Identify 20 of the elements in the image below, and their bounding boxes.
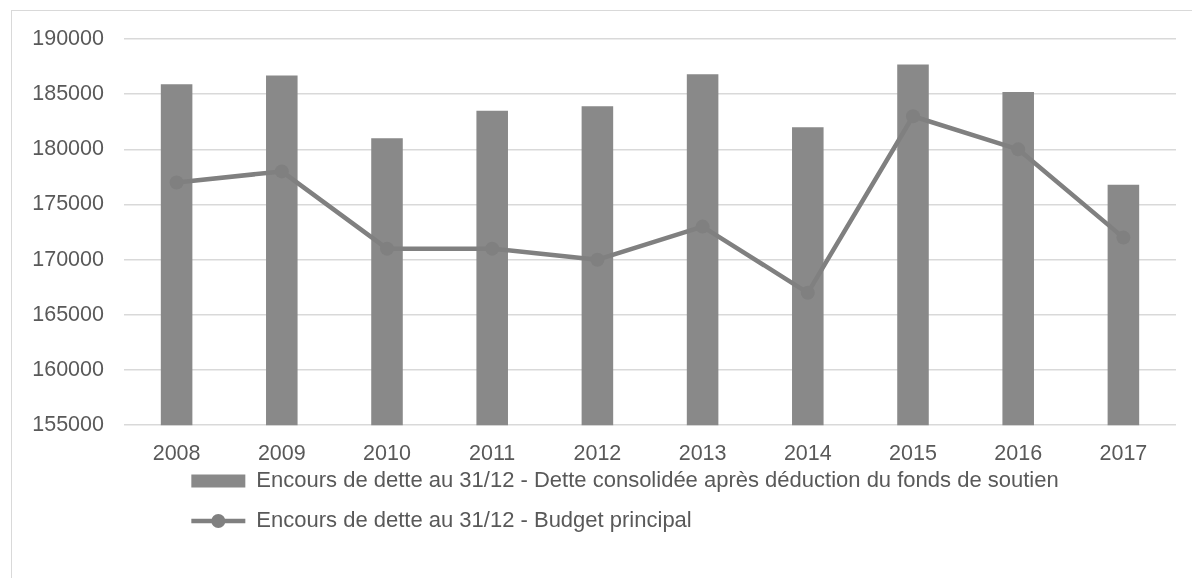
x-tick-label: 2014 (783, 441, 832, 466)
y-tick-label: 170000 (32, 246, 105, 271)
y-tick-label: 185000 (32, 81, 105, 106)
y-tick-label: 175000 (32, 191, 105, 216)
y-tick-label: 160000 (32, 356, 105, 381)
x-tick-label: 2011 (469, 441, 516, 466)
y-tick-label: 190000 (32, 25, 105, 50)
legend-label: Encours de dette au 31/12 - Budget principal (256, 507, 692, 533)
x-tick-label: 2008 (152, 441, 201, 466)
y-tick-label: 180000 (32, 136, 105, 161)
x-tick-label: 2016 (994, 441, 1043, 466)
x-tick-label: 2017 (1099, 441, 1148, 466)
x-tick-label: 2012 (573, 441, 622, 466)
x-tick-label: 2015 (889, 441, 937, 466)
x-tick-label: 2009 (257, 441, 306, 466)
y-tick-label: 165000 (32, 301, 105, 326)
y-tick-label: 155000 (32, 412, 105, 437)
x-tick-label: 2013 (678, 441, 727, 466)
x-tick-label: 2010 (363, 441, 411, 466)
legend-label: Encours de dette au 31/12 - Dette consolidée après déduction du fonds de soutien (256, 467, 1059, 493)
